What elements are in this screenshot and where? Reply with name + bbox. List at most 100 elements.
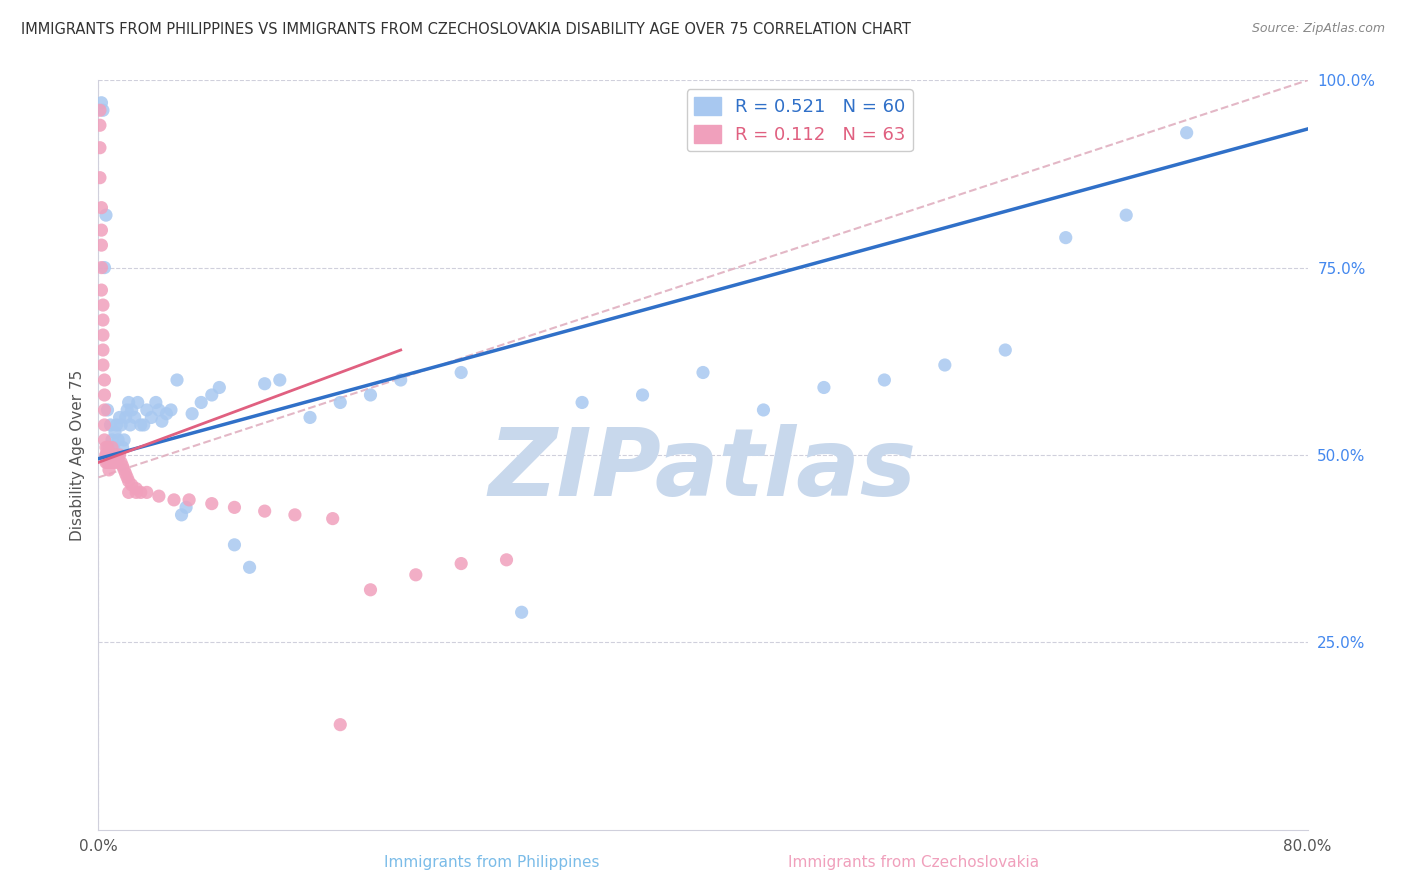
Point xyxy=(93,260,115,275)
Point xyxy=(91,103,114,118)
Point xyxy=(112,463,135,477)
Point xyxy=(145,395,167,409)
Point xyxy=(115,470,138,484)
Point xyxy=(125,485,148,500)
Point xyxy=(90,223,112,237)
Point xyxy=(118,474,141,488)
Legend: R = 0.521   N = 60, R = 0.112   N = 63: R = 0.521 N = 60, R = 0.112 N = 63 xyxy=(686,89,912,152)
Point xyxy=(94,448,117,462)
Point xyxy=(170,508,193,522)
Point xyxy=(692,366,714,380)
Point xyxy=(179,492,201,507)
Point xyxy=(91,358,114,372)
Point xyxy=(89,141,111,155)
Point xyxy=(91,313,114,327)
Point xyxy=(91,343,114,357)
Point xyxy=(90,283,112,297)
Point xyxy=(96,448,118,462)
Point xyxy=(1054,230,1077,244)
Point xyxy=(253,376,276,391)
Point xyxy=(253,504,276,518)
Point xyxy=(127,395,149,409)
Point xyxy=(104,448,127,462)
Point xyxy=(115,403,138,417)
Point xyxy=(101,455,124,469)
Point xyxy=(994,343,1017,357)
Point xyxy=(107,451,129,466)
Point xyxy=(98,455,121,469)
Point xyxy=(103,455,125,469)
Point xyxy=(571,395,593,409)
Point xyxy=(93,403,115,417)
Point xyxy=(90,95,112,110)
Point xyxy=(111,441,134,455)
Point xyxy=(450,557,472,571)
Point xyxy=(450,366,472,380)
Point xyxy=(94,455,117,469)
Text: IMMIGRANTS FROM PHILIPPINES VS IMMIGRANTS FROM CZECHOSLOVAKIA DISABILITY AGE OVE: IMMIGRANTS FROM PHILIPPINES VS IMMIGRANT… xyxy=(21,22,911,37)
Point xyxy=(1115,208,1137,222)
Point xyxy=(631,388,654,402)
Point xyxy=(103,441,125,455)
Point xyxy=(108,448,131,462)
Point xyxy=(90,260,112,275)
Point xyxy=(135,485,157,500)
Point xyxy=(91,328,114,343)
Point xyxy=(873,373,896,387)
Point xyxy=(125,482,148,496)
Point xyxy=(105,417,128,432)
Point xyxy=(405,567,427,582)
Point xyxy=(284,508,307,522)
Point xyxy=(239,560,262,574)
Point xyxy=(103,448,125,462)
Text: Immigrants from Philippines: Immigrants from Philippines xyxy=(384,855,600,870)
Point xyxy=(299,410,322,425)
Point xyxy=(107,433,129,447)
Point xyxy=(322,511,344,525)
Point xyxy=(90,201,112,215)
Point xyxy=(329,395,352,409)
Point xyxy=(150,414,173,428)
Point xyxy=(89,118,111,132)
Point xyxy=(129,417,152,432)
Point xyxy=(89,103,111,118)
Point xyxy=(224,538,246,552)
Point xyxy=(813,380,835,394)
Point xyxy=(166,373,188,387)
Point xyxy=(360,388,382,402)
Point xyxy=(100,451,122,466)
Point xyxy=(1175,126,1198,140)
Point xyxy=(124,410,146,425)
Point xyxy=(100,417,122,432)
Point xyxy=(96,441,118,455)
Point xyxy=(510,605,533,619)
Point xyxy=(389,373,412,387)
Point xyxy=(110,417,132,432)
Text: Immigrants from Czechoslovakia: Immigrants from Czechoslovakia xyxy=(789,855,1039,870)
Text: Source: ZipAtlas.com: Source: ZipAtlas.com xyxy=(1251,22,1385,36)
Point xyxy=(269,373,291,387)
Point xyxy=(93,417,115,432)
Point xyxy=(104,425,127,440)
Point xyxy=(160,403,183,417)
Point xyxy=(181,407,204,421)
Point xyxy=(101,433,124,447)
Point xyxy=(105,455,128,469)
Point xyxy=(114,410,136,425)
Point xyxy=(201,497,224,511)
Point xyxy=(934,358,956,372)
Point xyxy=(93,373,115,387)
Point xyxy=(118,395,141,409)
Point xyxy=(155,407,177,421)
Point xyxy=(93,433,115,447)
Point xyxy=(329,717,352,731)
Point xyxy=(100,448,122,462)
Point xyxy=(94,448,117,462)
Point xyxy=(129,485,152,500)
Point xyxy=(118,485,141,500)
Point xyxy=(121,478,143,492)
Point xyxy=(752,403,775,417)
Point xyxy=(93,388,115,402)
Point xyxy=(91,298,114,312)
Point xyxy=(201,388,224,402)
